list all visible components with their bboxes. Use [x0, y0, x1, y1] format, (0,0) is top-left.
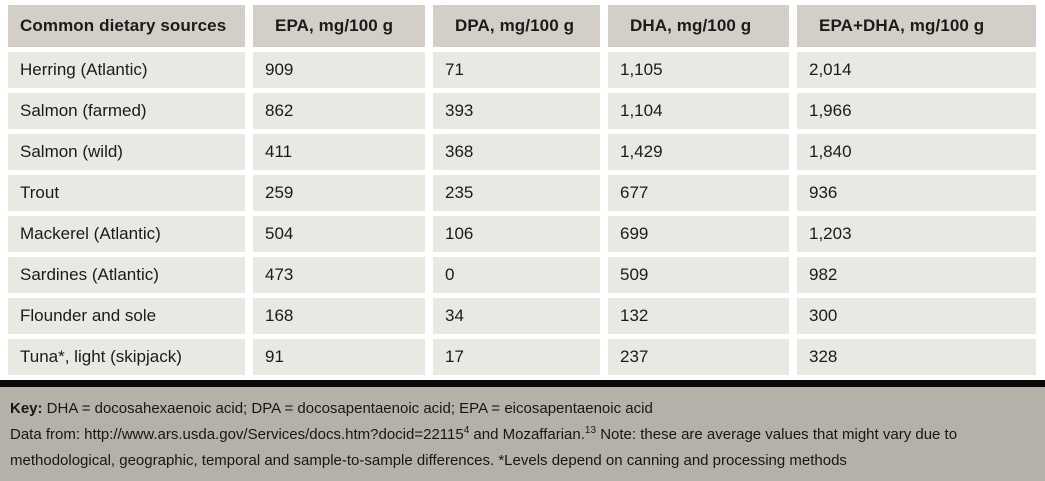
col-header-dpa: DPA, mg/100 g: [433, 5, 600, 47]
table-row: Tuna*, light (skipjack) 91 17 237 328: [8, 339, 1036, 375]
source-text-prefix: Data from: http://www.ars.usda.gov/Servi…: [10, 426, 464, 443]
epa-dha-value: 300: [797, 298, 1036, 334]
dha-value: 1,429: [608, 134, 789, 170]
epa-dha-value: 328: [797, 339, 1036, 375]
key-line: Key: DHA = docosahexaenoic acid; DPA = d…: [10, 396, 1033, 422]
row-label-source: Sardines (Atlantic): [8, 257, 245, 293]
epa-value: 473: [253, 257, 425, 293]
epa-value: 862: [253, 93, 425, 129]
table-row: Salmon (wild) 411 368 1,429 1,840: [8, 134, 1036, 170]
reference-superscript-4: 4: [463, 425, 470, 436]
dpa-value: 393: [433, 93, 600, 129]
row-label-source: Salmon (wild): [8, 134, 245, 170]
row-label-source: Herring (Atlantic): [8, 52, 245, 88]
col-header-epa: EPA, mg/100 g: [253, 5, 425, 47]
epa-value: 411: [253, 134, 425, 170]
epa-dha-value: 936: [797, 175, 1036, 211]
source-text-suffix: Note: these are average values that migh…: [10, 426, 958, 469]
row-label-source: Flounder and sole: [8, 298, 245, 334]
dietary-sources-table: Common dietary sources EPA, mg/100 g DPA…: [8, 5, 1036, 375]
key-text: DHA = docosahexaenoic acid; DPA = docosa…: [42, 400, 653, 417]
epa-value: 91: [253, 339, 425, 375]
epa-dha-value: 2,014: [797, 52, 1036, 88]
dha-value: 509: [608, 257, 789, 293]
dha-value: 132: [608, 298, 789, 334]
divider-bar: [0, 380, 1045, 387]
row-label-source: Mackerel (Atlantic): [8, 216, 245, 252]
dpa-value: 235: [433, 175, 600, 211]
source-text-mid: and Mozaffarian.: [469, 426, 585, 443]
footnote-area: Key: DHA = docosahexaenoic acid; DPA = d…: [0, 387, 1045, 481]
dpa-value: 106: [433, 216, 600, 252]
table-row: Trout 259 235 677 936: [8, 175, 1036, 211]
row-label-source: Salmon (farmed): [8, 93, 245, 129]
epa-value: 909: [253, 52, 425, 88]
dpa-value: 368: [433, 134, 600, 170]
reference-superscript-13: 13: [584, 425, 597, 436]
epa-dha-value: 1,203: [797, 216, 1036, 252]
table-row: Herring (Atlantic) 909 71 1,105 2,014: [8, 52, 1036, 88]
dpa-value: 0: [433, 257, 600, 293]
dpa-value: 71: [433, 52, 600, 88]
epa-value: 504: [253, 216, 425, 252]
table-row: Salmon (farmed) 862 393 1,104 1,966: [8, 93, 1036, 129]
table-row: Mackerel (Atlantic) 504 106 699 1,203: [8, 216, 1036, 252]
table-row: Flounder and sole 168 34 132 300: [8, 298, 1036, 334]
dpa-value: 17: [433, 339, 600, 375]
col-header-epa-dha: EPA+DHA, mg/100 g: [797, 5, 1036, 47]
epa-value: 168: [253, 298, 425, 334]
col-header-source: Common dietary sources: [8, 5, 245, 47]
epa-dha-value: 982: [797, 257, 1036, 293]
dha-value: 1,104: [608, 93, 789, 129]
col-header-dha: DHA, mg/100 g: [608, 5, 789, 47]
epa-dha-value: 1,966: [797, 93, 1036, 129]
epa-dha-value: 1,840: [797, 134, 1036, 170]
table-row: Sardines (Atlantic) 473 0 509 982: [8, 257, 1036, 293]
row-label-source: Tuna*, light (skipjack): [8, 339, 245, 375]
dha-value: 1,105: [608, 52, 789, 88]
key-label: Key:: [10, 400, 43, 417]
dha-value: 237: [608, 339, 789, 375]
epa-value: 259: [253, 175, 425, 211]
header-row: Common dietary sources EPA, mg/100 g DPA…: [8, 5, 1036, 47]
dha-value: 677: [608, 175, 789, 211]
dpa-value: 34: [433, 298, 600, 334]
dha-value: 699: [608, 216, 789, 252]
row-label-source: Trout: [8, 175, 245, 211]
source-note: Data from: http://www.ars.usda.gov/Servi…: [10, 422, 1033, 474]
